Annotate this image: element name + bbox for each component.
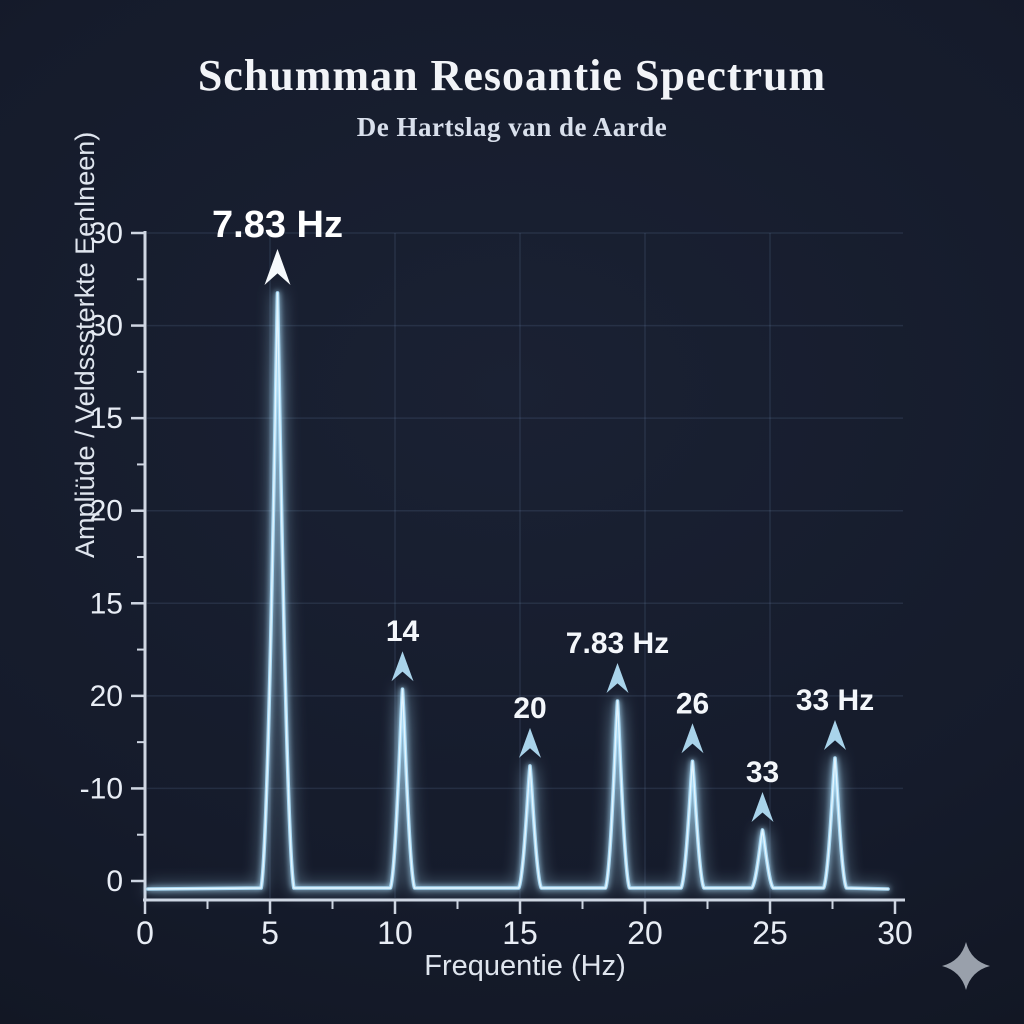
peak-label: 33 Hz (796, 684, 874, 717)
peak-label: 33 (746, 756, 779, 789)
y-axis-tick-label: -10 (80, 772, 123, 805)
peak-arrow-icon (681, 723, 704, 754)
x-axis-label: Frequentie (Hz) (424, 950, 626, 982)
sparkle-icon (942, 942, 990, 990)
spectrum-line-core (147, 292, 889, 890)
y-axis-tick-label: 15 (90, 402, 123, 435)
peak-label: 7.83 Hz (566, 627, 669, 660)
x-axis-tick-label: 25 (752, 915, 788, 951)
y-axis-tick-label: 20 (90, 495, 123, 528)
peak-arrow-icon (519, 727, 541, 758)
peak-arrow-icon (751, 792, 774, 823)
peak-arrow-icon (606, 663, 629, 694)
peak-arrow-icon (391, 651, 414, 682)
spectrum-line (146, 291, 890, 891)
chart-title: Schumman Resoantie Spectrum (197, 51, 827, 100)
peak-arrow-icon (824, 720, 846, 750)
x-axis-tick-label: 5 (261, 915, 279, 951)
x-axis-tick-label: 30 (877, 915, 913, 951)
spectrum-trace (146, 291, 890, 891)
y-axis-tick-label: 15 (90, 587, 123, 620)
y-axis-tick-label: 30 (90, 310, 123, 343)
decorations (942, 942, 990, 990)
peak-arrow-icon (264, 248, 291, 285)
chart-subtitle: De Hartslag van de Aarde (356, 112, 668, 142)
y-axis-tick-label: 0 (106, 865, 123, 898)
peak-label: 7.83 Hz (212, 204, 343, 246)
trace-glow-group (146, 291, 890, 891)
axes: 30 30 15 20 15 20 -10 00 5 10 15 20 25 30 (80, 217, 913, 951)
peak-label: 20 (513, 692, 546, 725)
peak-label: 26 (676, 687, 709, 720)
grid-lines (147, 232, 903, 898)
x-axis-tick-label: 15 (502, 915, 538, 951)
x-axis-tick-label: 10 (377, 915, 413, 951)
peak-label: 14 (386, 615, 420, 648)
x-axis-tick-label: 20 (627, 915, 663, 951)
y-axis-tick-label: 30 (90, 217, 123, 250)
x-axis-tick-label: 0 (136, 915, 154, 951)
y-axis-tick-label: 20 (90, 680, 123, 713)
